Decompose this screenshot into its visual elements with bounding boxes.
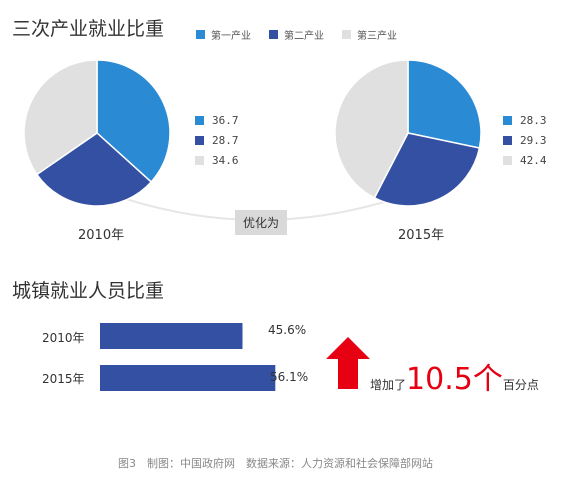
pie-2015-value-secondary: 29.3: [520, 133, 547, 147]
pie-2010-value-row: 34.6: [195, 150, 239, 170]
increase-text: 增加了10.5个百分点: [370, 354, 539, 398]
pie-2010-year-label: 2010年: [78, 228, 125, 243]
figure-caption: 图3 制图：中国政府网 数据来源：人力资源和社会保障部网站: [118, 457, 433, 470]
pie-2010: [23, 59, 171, 207]
pie-2010-values: 36.7 28.7 34.6: [195, 110, 239, 170]
bar-value-2015: 56.1%: [270, 370, 309, 384]
pie-2010-value-row: 28.7: [195, 130, 239, 150]
pie-2010-value-primary: 36.7: [212, 113, 239, 127]
pie-2015-value-primary: 28.3: [520, 113, 547, 127]
up-arrow-shape: [326, 337, 370, 389]
legend-swatch-tertiary: [342, 30, 351, 39]
chart-title-urban: 城镇就业人员比重: [12, 280, 165, 302]
legend-item-primary: 第一产业: [196, 27, 251, 42]
increase-prefix: 增加了: [370, 378, 407, 392]
pie-2010-slice-primary: [96, 59, 171, 184]
legend-label-tertiary: 第三产业: [357, 31, 397, 42]
pie-2015-year-label: 2015年: [398, 228, 445, 243]
value-swatch-primary: [195, 115, 204, 125]
legend-label-primary: 第一产业: [211, 31, 251, 42]
pie-2015-slice-primary: [407, 59, 482, 149]
pie-charts-svg: [23, 59, 482, 221]
pie-2010-slice-secondary: [35, 132, 153, 207]
increase-value: 10.5个: [406, 362, 503, 397]
legend-item-secondary: 第二产业: [269, 27, 324, 42]
pie-2010-value-tertiary: 34.6: [212, 153, 239, 167]
bar-value-2010: 45.6%: [268, 323, 307, 337]
pie-2015-value-row: 28.3: [503, 110, 547, 130]
value-swatch-secondary: [195, 135, 204, 145]
up-arrow-icon: [326, 337, 370, 389]
bar-2010: [100, 323, 243, 349]
bar-category-2010: 2010年: [42, 331, 85, 345]
pie-2015-value-row: 42.4: [503, 150, 547, 170]
bar-2015: [100, 365, 276, 391]
pie-2015: [334, 59, 482, 207]
bar-category-2015: 2015年: [42, 372, 85, 386]
bars-group: [100, 323, 276, 391]
pie-2015-slice-secondary: [373, 132, 481, 207]
pie-2015-values: 28.3 29.3 42.4: [503, 110, 547, 170]
legend-swatch-secondary: [269, 30, 278, 39]
pie-2010-slice-tertiary: [23, 59, 98, 176]
legend-label-secondary: 第二产业: [284, 31, 324, 42]
increase-suffix: 百分点: [502, 378, 539, 392]
legend: 第一产业 第二产业 第三产业: [196, 27, 397, 42]
bar-chart-svg: [100, 323, 276, 391]
pie-2015-value-row: 29.3: [503, 130, 547, 150]
value-swatch-tertiary: [195, 155, 204, 165]
value-swatch-primary: [503, 115, 512, 125]
value-swatch-secondary: [503, 135, 512, 145]
legend-swatch-primary: [196, 30, 205, 39]
pie-2010-value-secondary: 28.7: [212, 133, 239, 147]
value-swatch-tertiary: [503, 155, 512, 165]
pie-2015-slice-tertiary: [334, 59, 409, 199]
pie-2015-value-tertiary: 42.4: [520, 153, 547, 167]
pie-2010-value-row: 36.7: [195, 110, 239, 130]
legend-item-tertiary: 第三产业: [342, 27, 397, 42]
chart-title-industry: 三次产业就业比重: [12, 18, 165, 40]
connector-label: 优化为: [235, 210, 288, 235]
